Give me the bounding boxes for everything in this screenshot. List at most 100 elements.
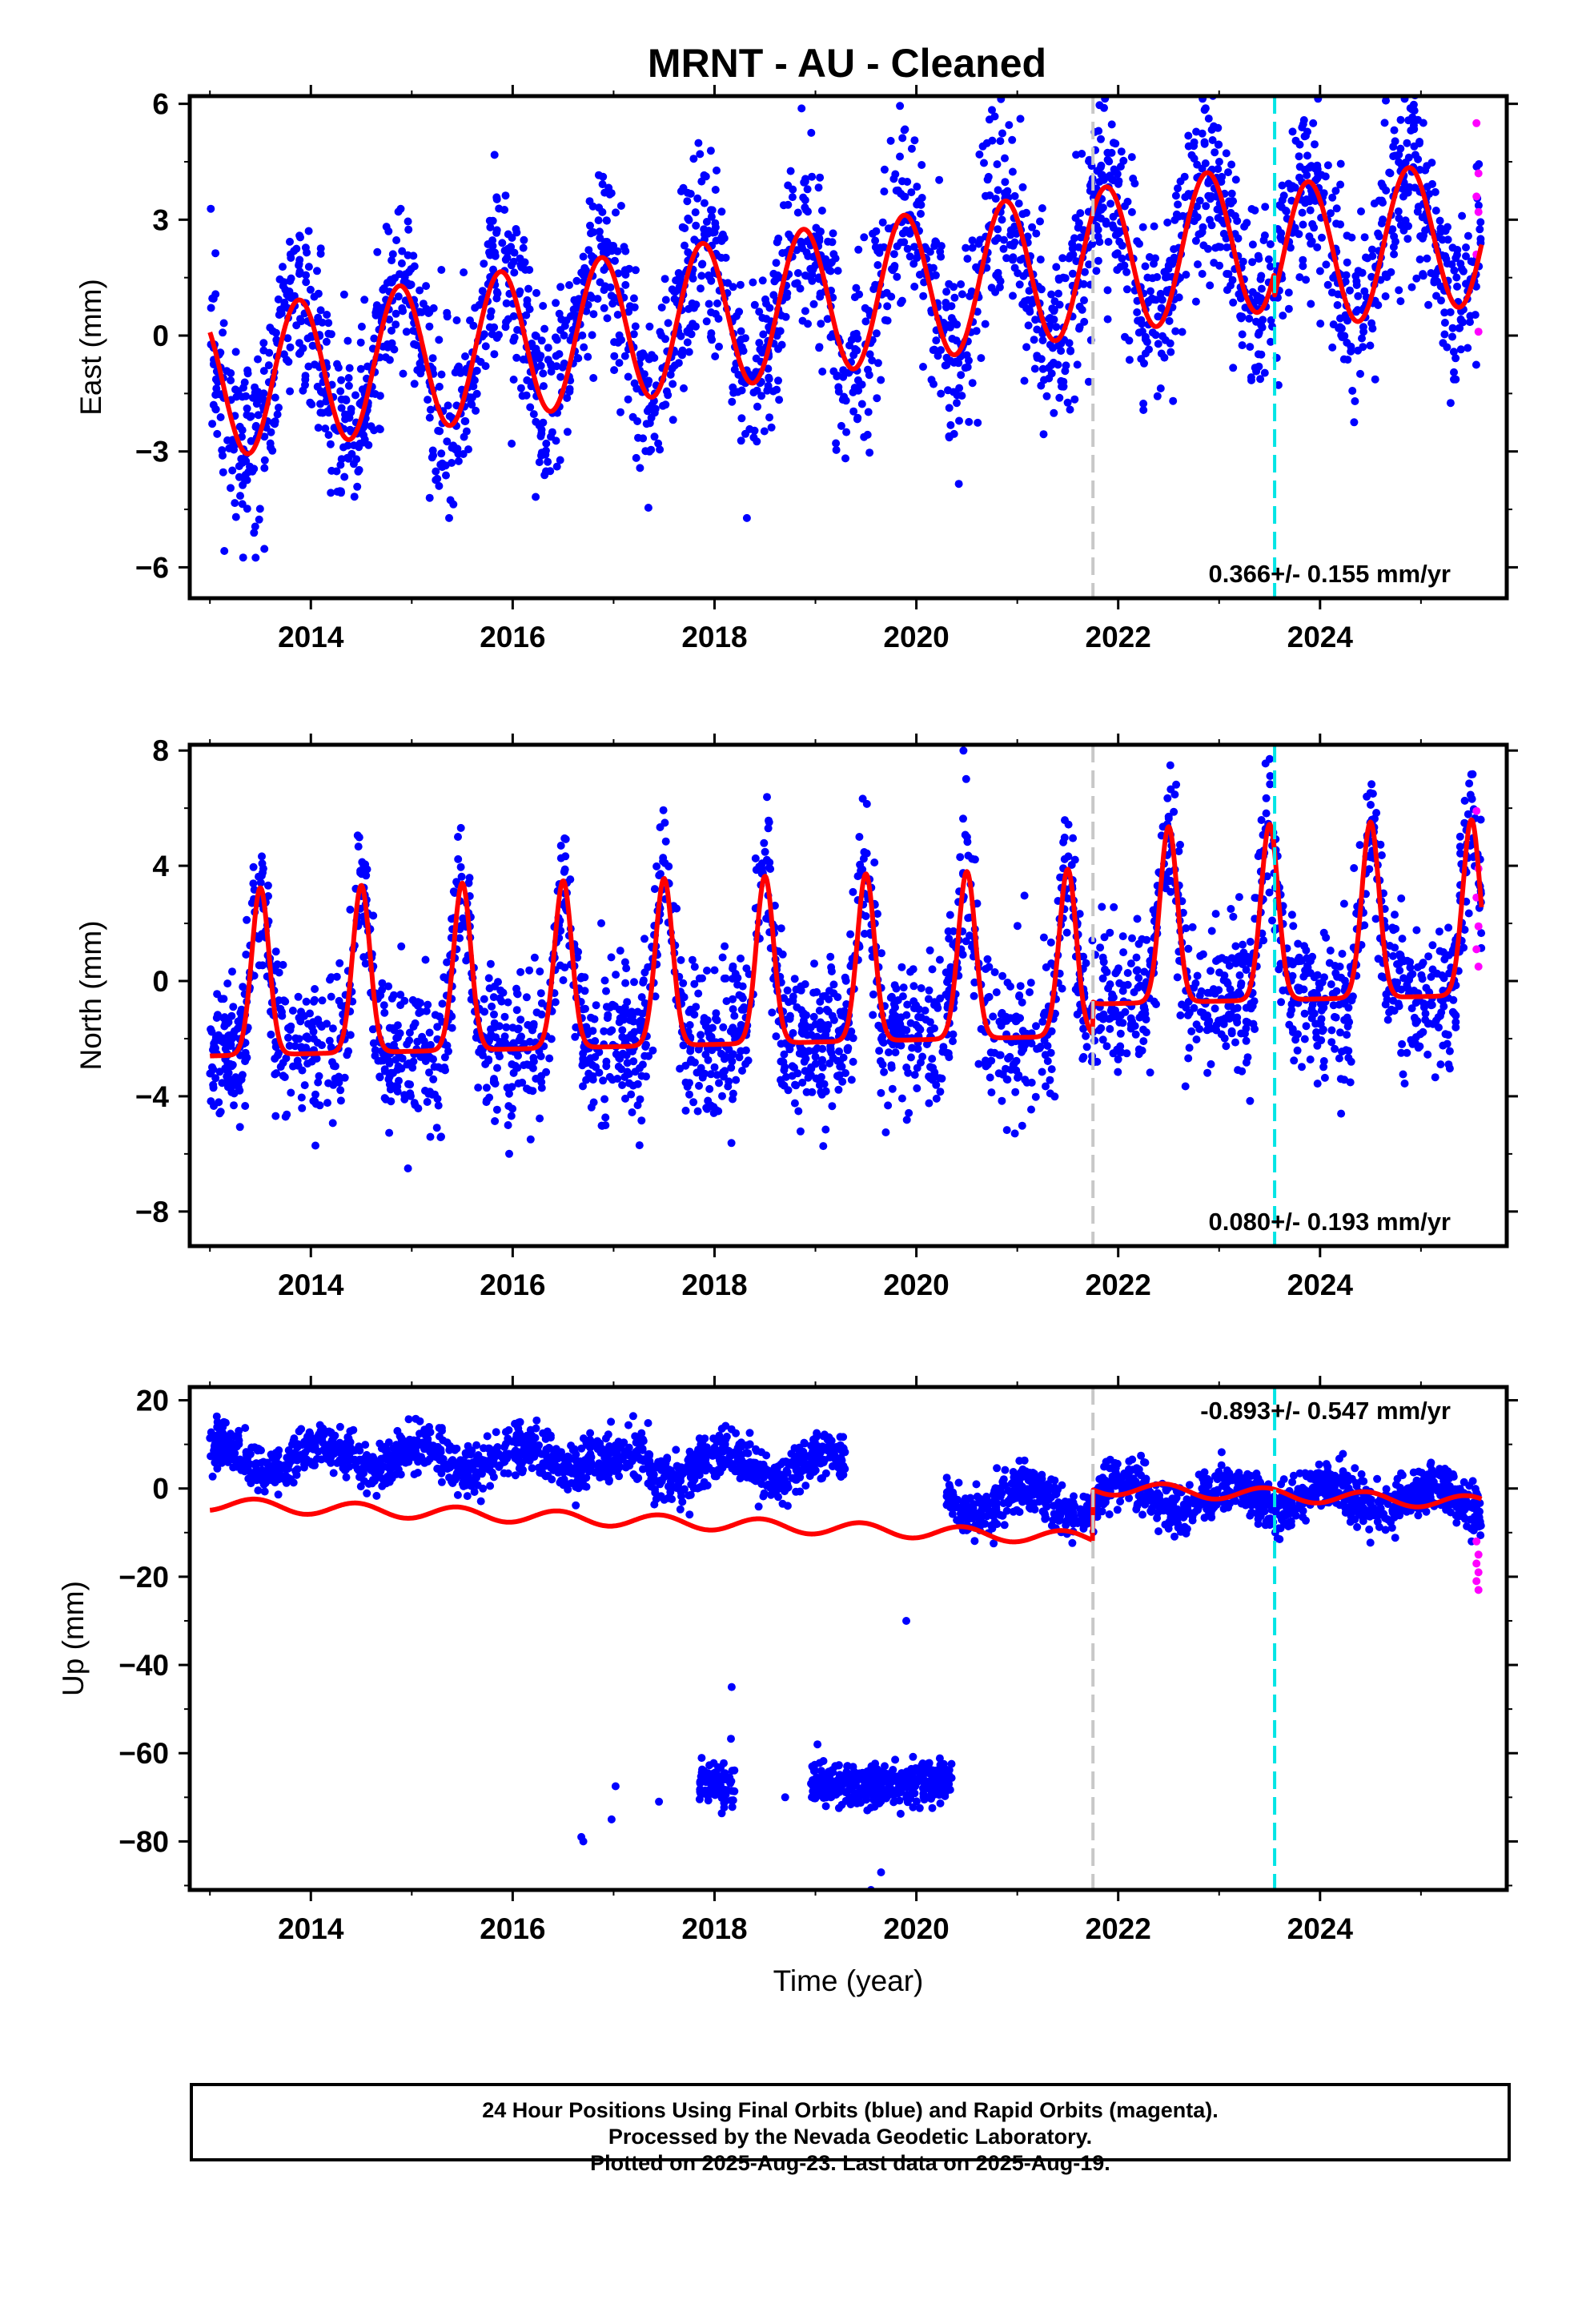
- data-point: [360, 296, 369, 304]
- data-point: [354, 842, 363, 851]
- data-point: [302, 271, 311, 279]
- data-point: [300, 1011, 308, 1020]
- data-point: [592, 1001, 600, 1010]
- data-point: [342, 395, 351, 404]
- data-point: [630, 978, 638, 987]
- data-point: [516, 287, 524, 296]
- data-point: [801, 203, 809, 211]
- east-plot-area: [207, 96, 1485, 562]
- data-point: [999, 244, 1008, 253]
- data-point: [828, 238, 837, 247]
- data-point: [880, 187, 889, 196]
- data-point: [1227, 160, 1236, 169]
- data-point: [1337, 1109, 1346, 1118]
- data-point: [219, 468, 227, 476]
- data-point: [1092, 267, 1101, 275]
- data-point: [665, 862, 673, 870]
- x-tick-label: 2016: [480, 621, 545, 653]
- data-point: [1235, 971, 1244, 979]
- data-point: [1367, 801, 1375, 809]
- data-point: [983, 955, 992, 963]
- data-point: [1148, 328, 1157, 337]
- data-point: [1319, 1057, 1328, 1065]
- data-point: [640, 968, 649, 977]
- data-point: [343, 1051, 351, 1059]
- data-point: [1389, 143, 1398, 151]
- data-point: [737, 954, 745, 963]
- data-point: [304, 263, 313, 271]
- data-point: [599, 1076, 608, 1085]
- data-point: [1042, 392, 1051, 400]
- data-point: [1419, 1003, 1428, 1011]
- data-point: [1227, 189, 1236, 198]
- data-point: [1439, 974, 1448, 983]
- data-point: [1222, 955, 1231, 964]
- data-point: [1233, 1013, 1242, 1022]
- data-point: [579, 1082, 587, 1091]
- data-point: [1396, 115, 1405, 124]
- data-point: [509, 312, 518, 320]
- data-point: [1439, 1002, 1448, 1011]
- data-point: [454, 456, 463, 465]
- data-point: [737, 436, 745, 445]
- data-point: [632, 384, 641, 393]
- data-point: [297, 317, 306, 326]
- data-point: [569, 311, 577, 320]
- data-point: [1182, 271, 1191, 279]
- data-point: [980, 159, 988, 167]
- data-point: [711, 1105, 720, 1114]
- data-point: [962, 774, 970, 783]
- data-point: [774, 234, 783, 243]
- data-point: [1343, 1022, 1352, 1031]
- data-point: [678, 346, 687, 355]
- data-point: [1030, 336, 1038, 344]
- data-point: [460, 268, 468, 277]
- data-point: [1388, 923, 1397, 932]
- data-point: [212, 384, 221, 393]
- data-point: [737, 327, 745, 336]
- data-point: [1218, 1015, 1226, 1024]
- data-point: [481, 342, 490, 351]
- data-point: [510, 268, 519, 277]
- data-point: [932, 336, 941, 345]
- data-point: [944, 968, 953, 977]
- data-point: [1110, 165, 1118, 174]
- data-point: [1411, 151, 1419, 159]
- data-point: [287, 294, 295, 303]
- data-point: [1102, 219, 1110, 228]
- data-point: [212, 1014, 221, 1022]
- data-point: [945, 404, 954, 412]
- data-point: [406, 1089, 415, 1098]
- data-point: [826, 952, 835, 961]
- data-point: [901, 192, 909, 201]
- data-point: [256, 879, 265, 887]
- data-point: [852, 283, 861, 292]
- data-point: [1339, 355, 1348, 364]
- data-point: [238, 426, 247, 435]
- data-point: [737, 386, 746, 395]
- data-point: [484, 974, 493, 983]
- data-point: [864, 365, 872, 374]
- data-point: [1299, 255, 1307, 264]
- data-point: [421, 955, 430, 964]
- data-point: [1472, 360, 1480, 369]
- data-point: [274, 1051, 282, 1059]
- data-point: [1340, 332, 1349, 340]
- data-point: [510, 333, 519, 342]
- data-point: [1325, 959, 1334, 967]
- data-point: [706, 147, 715, 155]
- data-point: [532, 288, 540, 297]
- data-point: [781, 312, 790, 321]
- data-point: [1412, 274, 1421, 283]
- data-point: [227, 376, 235, 384]
- data-point: [1072, 151, 1081, 159]
- data-point: [1399, 974, 1408, 983]
- data-point: [910, 282, 919, 291]
- data-point: [1100, 103, 1108, 112]
- data-point: [284, 1033, 292, 1042]
- data-point: [1284, 288, 1293, 297]
- data-point: [1082, 1031, 1090, 1040]
- data-point: [636, 350, 644, 359]
- data-point: [285, 1041, 294, 1050]
- data-point: [1266, 780, 1275, 789]
